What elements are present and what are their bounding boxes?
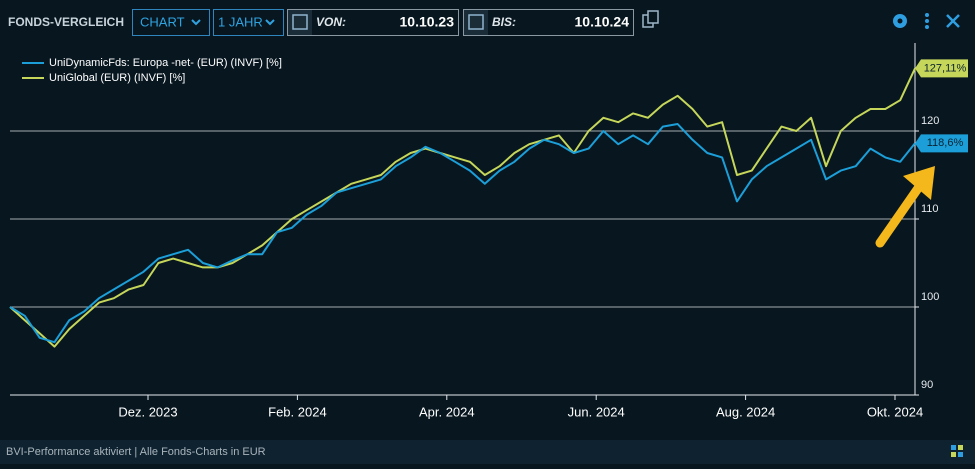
to-label: BIS:: [492, 15, 516, 29]
x-tick-label: Jun. 2024: [568, 404, 625, 419]
series-line: [9, 123, 916, 344]
gear-hole: [897, 18, 903, 24]
dot: [925, 13, 929, 17]
y-tick-label: 90: [921, 379, 933, 391]
arrow-shaft: [875, 179, 926, 248]
to-date: 10.10.24: [575, 14, 630, 30]
value-label: 118,6%: [927, 137, 964, 149]
y-tick-label: 110: [921, 203, 939, 215]
menu-button[interactable]: [925, 13, 929, 29]
x-tick-label: Dez. 2023: [118, 404, 177, 419]
plot: 90 100 110 120 Dez. 2023 Feb. 2024 Apr. 2024 Ju…: [9, 57, 968, 419]
legend-label: UniDynamicFds: Europa -net- (EUR) (INVF)…: [49, 57, 282, 69]
to-field[interactable]: [463, 9, 634, 36]
grid-icon[interactable]: [951, 445, 963, 457]
chevron: [265, 19, 275, 26]
value-label-box: [915, 59, 968, 78]
x-tick-label: Apr. 2024: [419, 404, 475, 419]
x-tick-label: Feb. 2024: [268, 404, 327, 419]
series-line: [9, 67, 916, 348]
widget-title: FONDS-VERGLEICH: [8, 15, 124, 29]
dot: [925, 19, 929, 23]
copy-button[interactable]: [642, 10, 659, 28]
close-button[interactable]: [946, 14, 960, 28]
chevron: [191, 19, 201, 26]
from-field[interactable]: [287, 9, 459, 36]
settings-button[interactable]: [893, 14, 907, 28]
arrow-head: [903, 166, 935, 200]
x-tick-label: Aug. 2024: [716, 404, 775, 419]
icon-cell: [951, 452, 956, 457]
y-tick-label: 100: [921, 291, 939, 303]
calendar-icon: [292, 14, 308, 30]
icon-cell: [958, 452, 963, 457]
icon-cell: [958, 445, 963, 450]
copy-icon: [647, 10, 659, 24]
calendar-icon: [468, 14, 484, 30]
from-label: VON:: [316, 15, 346, 29]
view-value: CHART: [140, 14, 185, 29]
legend-label: UniGlobal (EUR) (INVF) [%]: [49, 72, 185, 84]
footer-bar: [0, 440, 975, 464]
y-tick-label: 120: [921, 115, 939, 127]
x-tick-label: Okt. 2024: [867, 404, 923, 419]
footer-text: BVI-Performance aktiviert | Alle Fonds-C…: [6, 446, 266, 458]
icon-cell: [951, 445, 956, 450]
calendar-icon-bg: [464, 10, 488, 35]
value-label-box: [915, 134, 968, 153]
calendar-icon-bg: [288, 10, 312, 35]
value-label: 127,11%: [924, 62, 967, 74]
period-value: 1 JAHR: [218, 14, 263, 29]
from-date: 10.10.23: [400, 14, 455, 30]
dot: [925, 25, 929, 29]
